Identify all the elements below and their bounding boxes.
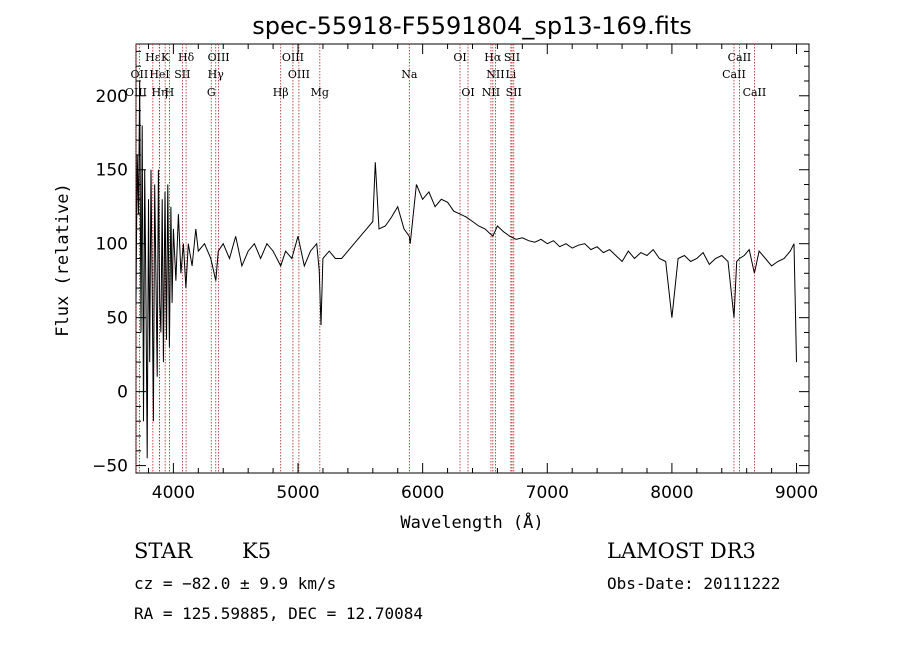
spectral-line-label: Hβ: [273, 86, 289, 99]
spectral-line-label: CaII: [728, 51, 752, 64]
y-tick-label: 150: [96, 161, 128, 181]
spectral-line-label: OI: [453, 51, 466, 64]
redshift-velocity: cz = −82.0 ± 9.9 km/s: [134, 574, 336, 593]
survey-name: LAMOST DR3: [607, 539, 756, 563]
spectral-line-label: Li: [505, 68, 516, 81]
object-class: STAR: [134, 539, 193, 563]
spectral-line-label: K: [161, 51, 170, 64]
spectral-line-label: SII: [174, 68, 190, 81]
spectral-line-label: H: [165, 86, 175, 99]
sky-coordinates: RA = 125.59885, DEC = 12.70084: [134, 604, 423, 623]
spectral-line-label: OIII: [288, 68, 310, 81]
spectral-line-label: Mg: [311, 86, 329, 99]
x-tick-label: 5000: [276, 483, 319, 503]
spectral-line-label: OIII: [282, 51, 304, 64]
plot-frame: [135, 43, 810, 474]
spectral-line-label: NII: [486, 68, 504, 81]
spectral-line-label: SII: [504, 51, 520, 64]
spectral-line-label: Hα: [484, 51, 502, 64]
object-subclass: K5: [242, 539, 271, 563]
spectral-line-label: CaII: [743, 86, 767, 99]
axis-ticks: 4000 5000 6000 7000 8000 9000 −50 0 50 100 150 200: [92, 44, 818, 503]
spectral-line-label: Hε: [145, 51, 161, 64]
x-tick-label: 9000: [775, 483, 818, 503]
y-tick-label: 200: [96, 87, 128, 107]
y-tick-label: 50: [106, 309, 128, 329]
x-tick-label: 6000: [401, 483, 444, 503]
y-tick-label: −50: [92, 457, 128, 477]
spectral-line-label: OII: [131, 68, 149, 81]
x-axis-label: Wavelength (Å): [400, 511, 543, 533]
chart-title: spec-55918-F5591804_sp13-169.fits: [252, 12, 691, 40]
spectral-line-label: Hγ: [208, 68, 225, 81]
y-axis-label: Flux (relative): [53, 183, 73, 337]
spectral-line-label: G: [207, 86, 216, 99]
spectral-line-label: SII: [506, 86, 522, 99]
spectral-line-label: CaII: [722, 68, 746, 81]
y-tick-label: 100: [96, 235, 128, 255]
spectral-line-label: Na: [401, 68, 418, 81]
x-tick-label: 4000: [152, 483, 195, 503]
spectral-line-label: OIII: [208, 51, 230, 64]
y-tick-label: 0: [117, 383, 128, 403]
spectral-line-label: OI: [461, 86, 474, 99]
spectral-line-label: NII: [482, 86, 500, 99]
spectral-line-label: Hδ: [178, 51, 195, 64]
spectrum-series-line: [135, 80, 797, 459]
spectral-line-label: Hη: [151, 86, 167, 99]
observation-date: Obs-Date: 20111222: [607, 574, 780, 593]
x-tick-label: 7000: [526, 483, 569, 503]
x-tick-label: 8000: [650, 483, 693, 503]
spectral-line-label: OIII: [125, 86, 147, 99]
